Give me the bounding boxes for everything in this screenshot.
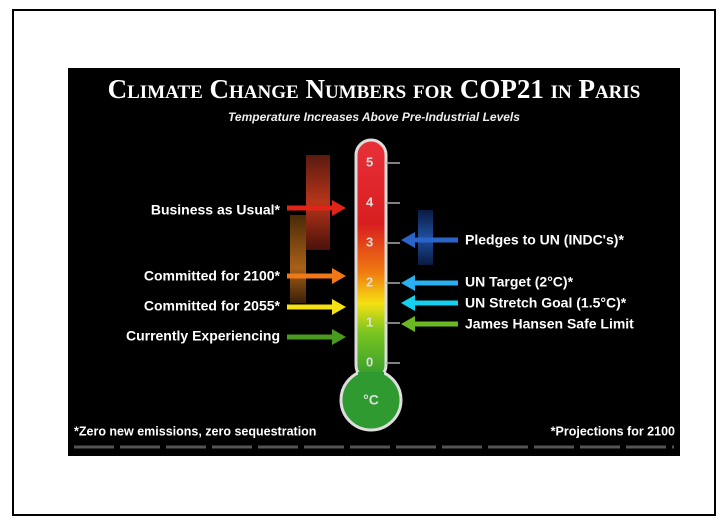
- right-label: Pledges to UN (INDC's)*: [465, 232, 624, 248]
- scale-label: 0: [366, 354, 373, 369]
- scale-label: 2: [366, 274, 373, 289]
- range-bar: [290, 215, 306, 303]
- tube-neck: [358, 372, 384, 384]
- left-label: Currently Experiencing: [126, 328, 280, 344]
- scale-label: 4: [366, 194, 374, 209]
- page: {"infographic": { "title": "Climate Chan…: [0, 0, 721, 523]
- range-bar: [306, 155, 330, 250]
- title: Climate Change Numbers for COP21 in Pari…: [108, 74, 641, 104]
- scale-label: 3: [366, 234, 373, 249]
- scale-label: 5: [366, 154, 373, 169]
- subtitle: Temperature Increases Above Pre-Industri…: [228, 110, 520, 124]
- footnote: *Zero new emissions, zero sequestration: [74, 424, 316, 438]
- left-label: Business as Usual*: [151, 202, 281, 218]
- unit: °C: [363, 392, 379, 408]
- footnote: *Projections for 2100: [551, 424, 675, 438]
- tube: [356, 140, 386, 380]
- screen: Climate Change Numbers for COP21 in Pari…: [0, 0, 721, 523]
- right-label: James Hansen Safe Limit: [465, 316, 634, 332]
- left-label: Committed for 2100*: [144, 268, 281, 284]
- left-label: Committed for 2055*: [144, 298, 281, 314]
- scale-label: 1: [366, 314, 373, 329]
- right-label: UN Stretch Goal (1.5°C)*: [465, 295, 627, 311]
- right-label: UN Target (2°C)*: [465, 274, 574, 290]
